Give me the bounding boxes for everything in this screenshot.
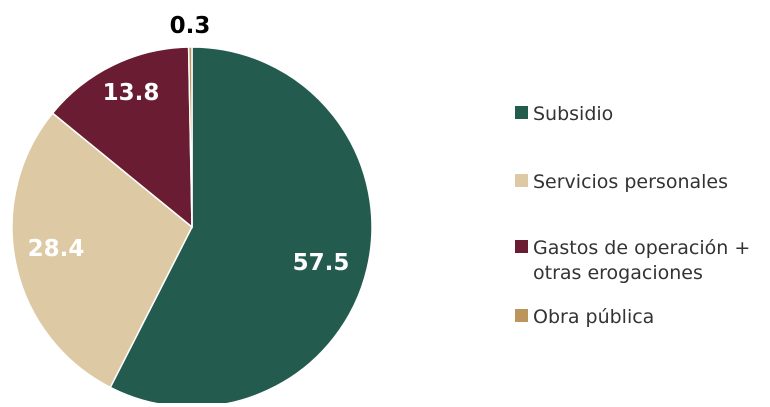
pie-slices [11, 46, 373, 407]
data-label-subsidio: 57.5 [293, 250, 350, 276]
pie-slice-obra-publica [187, 46, 193, 228]
data-label-servicios-personales: 28.4 [28, 236, 85, 262]
legend: Subsidio Servicios personales Gastos de op… [515, 103, 750, 328]
legend-swatch-servicios-personales [515, 174, 528, 187]
data-label-gastos-de-operacion-otras-erogaciones: 13.8 [103, 80, 160, 106]
legend-item-subsidio: Subsidio [515, 103, 613, 125]
pie-slice-gastos-de-operacion-otras-erogaciones [51, 46, 193, 229]
legend-swatch-gastos-de-operacion-otras-erogaciones [515, 240, 528, 253]
pie-slice-servicios-personales [11, 112, 193, 389]
legend-label-servicios-personales: Servicios personales [533, 171, 728, 193]
legend-swatch-subsidio [515, 106, 528, 119]
legend-label-gastos-de-operacion-otras-erogaciones-line-2: otras erogaciones [533, 262, 703, 284]
legend-label-subsidio: Subsidio [533, 103, 613, 125]
legend-swatch-obra-publica [515, 309, 528, 322]
legend-item-servicios-personales: Servicios personales [515, 171, 728, 193]
legend-label-obra-publica: Obra pública [533, 306, 654, 328]
legend-item-gastos-de-operacion-otras-erogaciones: Gastos de operación + otras erogaciones [515, 237, 750, 284]
pie-data-labels: 57.5 28.4 13.8 0.3 [28, 13, 350, 276]
data-label-obra-publica: 0.3 [170, 13, 211, 39]
legend-label-gastos-de-operacion-otras-erogaciones-line-1: Gastos de operación + [533, 237, 750, 259]
legend-item-obra-publica: Obra pública [515, 306, 654, 328]
